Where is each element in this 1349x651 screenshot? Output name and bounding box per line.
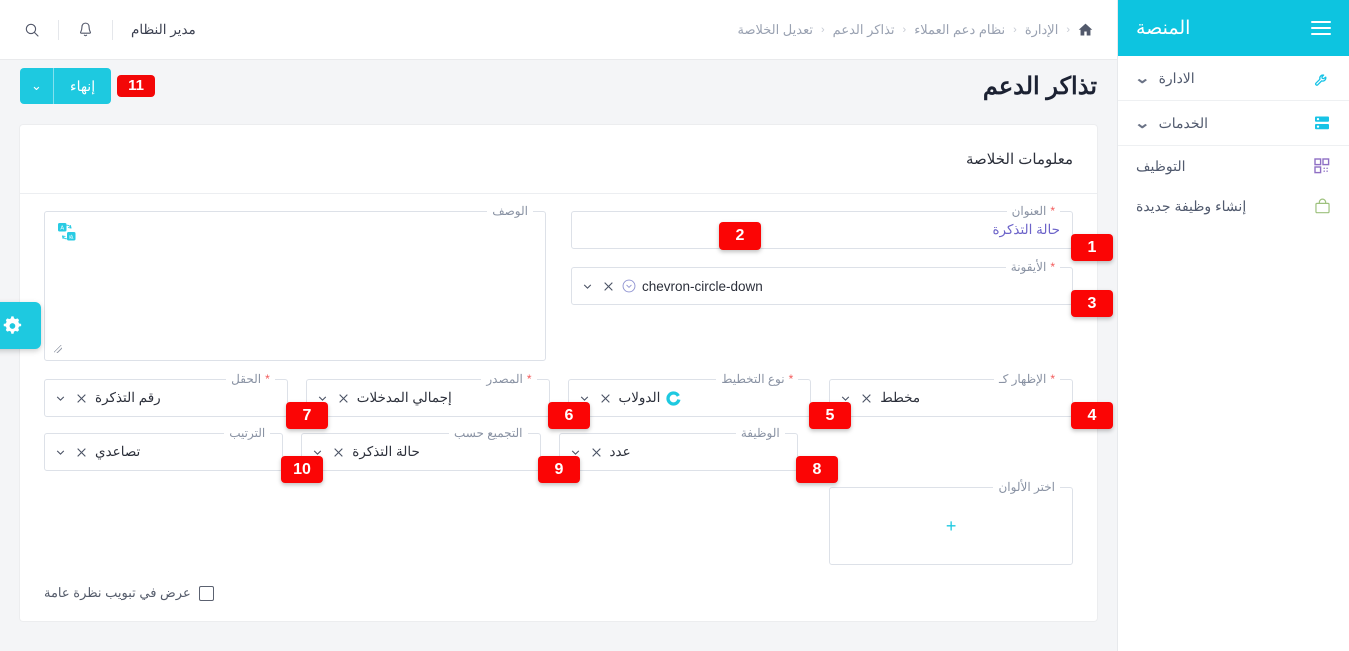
svg-text:ぬ: ぬ xyxy=(69,234,74,240)
svg-text:A: A xyxy=(60,225,64,231)
